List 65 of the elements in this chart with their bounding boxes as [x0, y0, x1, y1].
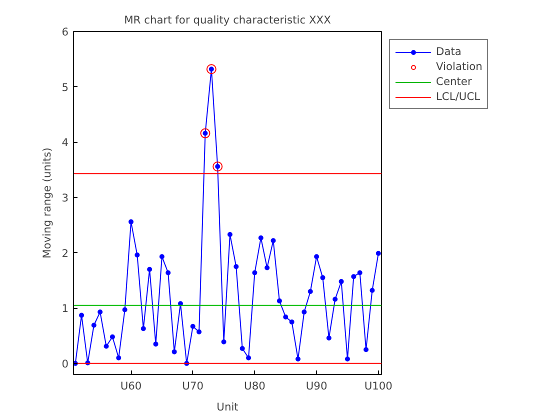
point: [206, 64, 216, 74]
point: [166, 270, 171, 276]
legend-label: Center: [436, 75, 472, 88]
point: [134, 252, 140, 258]
point: [234, 264, 239, 270]
y-tick-label: 3: [62, 191, 68, 204]
y-tick-label: 2: [62, 246, 68, 260]
point: [246, 355, 252, 360]
point: [283, 314, 288, 320]
x-tick-label: U60: [120, 380, 142, 392]
point: [140, 326, 146, 332]
point: [91, 322, 96, 328]
point: [240, 346, 245, 351]
y-axis-title: Moving range (units): [40, 148, 54, 258]
point: [338, 279, 344, 284]
x-tick-label: U70: [182, 380, 204, 392]
point: [147, 266, 152, 272]
y-tick-label: 4: [62, 136, 69, 150]
y-tick-label: 1: [62, 302, 68, 316]
point: [332, 296, 338, 302]
point: [276, 298, 282, 304]
x-tick-label: U80: [244, 380, 266, 392]
legend-label: Data: [436, 45, 462, 58]
x-tick-label: U100: [364, 380, 393, 392]
point: [212, 161, 223, 172]
point: [357, 270, 362, 276]
point: [296, 356, 301, 362]
point: [252, 270, 258, 276]
point: [314, 254, 320, 260]
y-tick-label: 6: [62, 26, 69, 38]
point: [128, 219, 134, 224]
point: [172, 349, 177, 354]
y-tick-label: 5: [62, 80, 68, 94]
point: [104, 344, 109, 349]
point: [200, 128, 210, 138]
point: [364, 347, 369, 352]
point: [153, 342, 158, 347]
y-tick-label: 0: [62, 357, 69, 370]
point: [308, 289, 313, 294]
legend-label: Violation: [436, 60, 482, 73]
point: [320, 275, 326, 280]
point: [302, 309, 307, 314]
legend-label: LCL/UCL: [436, 90, 480, 103]
point: [351, 274, 356, 280]
point: [258, 235, 264, 240]
point: [79, 312, 84, 318]
point: [159, 254, 164, 260]
point: [110, 334, 115, 340]
point: [116, 355, 122, 360]
point: [289, 319, 294, 324]
point: [221, 339, 226, 344]
point: [270, 238, 276, 244]
point: [190, 324, 196, 329]
point: [344, 356, 350, 362]
point: [376, 250, 381, 256]
point: [98, 309, 103, 314]
x-tick-label: U90: [306, 380, 328, 392]
x-axis-title: Unit: [216, 400, 238, 414]
point: [122, 307, 128, 312]
point: [264, 265, 270, 270]
point: [370, 288, 375, 293]
chart-title: MR chart for quality characteristic XXX: [124, 14, 331, 26]
point: [326, 335, 332, 340]
point: [227, 232, 232, 238]
point: [196, 329, 202, 334]
